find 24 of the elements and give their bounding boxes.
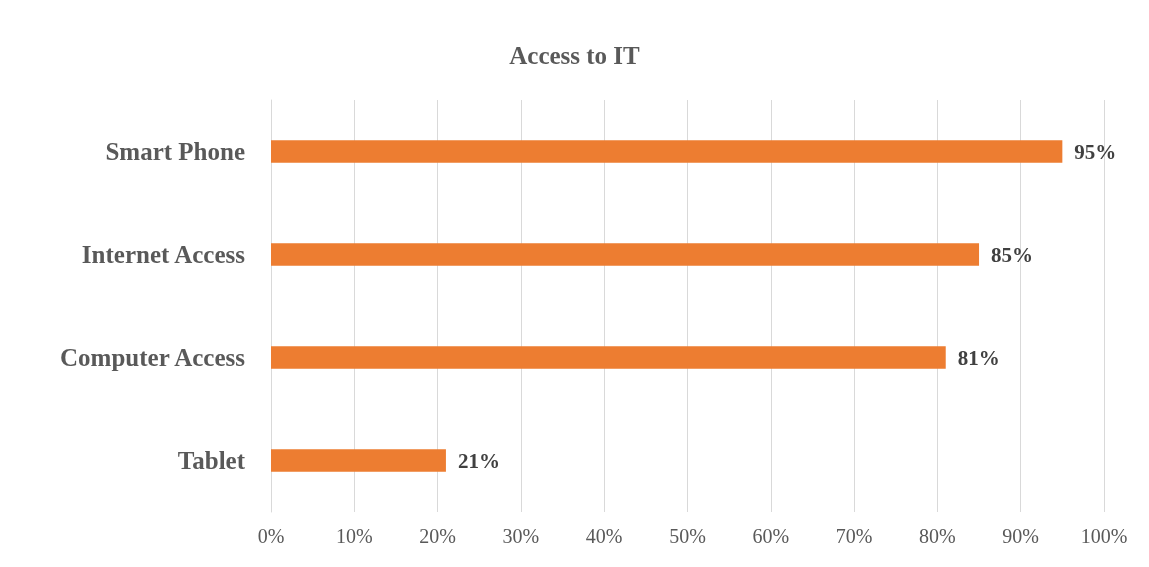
chart-title: Access to IT [509,42,641,69]
bar [271,449,446,472]
y-tick-label: Tablet [177,447,246,474]
x-tick-label: 40% [585,525,623,547]
x-tick-label: 20% [419,525,456,547]
y-tick-label: Internet Access [81,241,246,268]
bar [271,140,1063,163]
x-tick-label: 100% [1080,525,1128,547]
data-label: 85% [991,242,1034,267]
x-tick-label: 50% [669,525,706,547]
x-tick-label: 10% [335,525,373,547]
x-tick-label: 80% [919,525,956,547]
x-tick-label: 70% [835,525,873,547]
x-tick-label: 0% [257,525,285,547]
bar [271,243,980,266]
y-tick-label: Computer Access [60,344,246,371]
data-label: 81% [957,345,1000,370]
x-tick-label: 90% [1002,525,1040,547]
data-label: 95% [1074,139,1117,164]
x-tick-label: 60% [752,525,790,547]
data-label: 21% [457,448,500,473]
x-tick-label: 30% [502,525,540,547]
bar [271,346,946,369]
y-tick-label: Smart Phone [105,138,245,165]
